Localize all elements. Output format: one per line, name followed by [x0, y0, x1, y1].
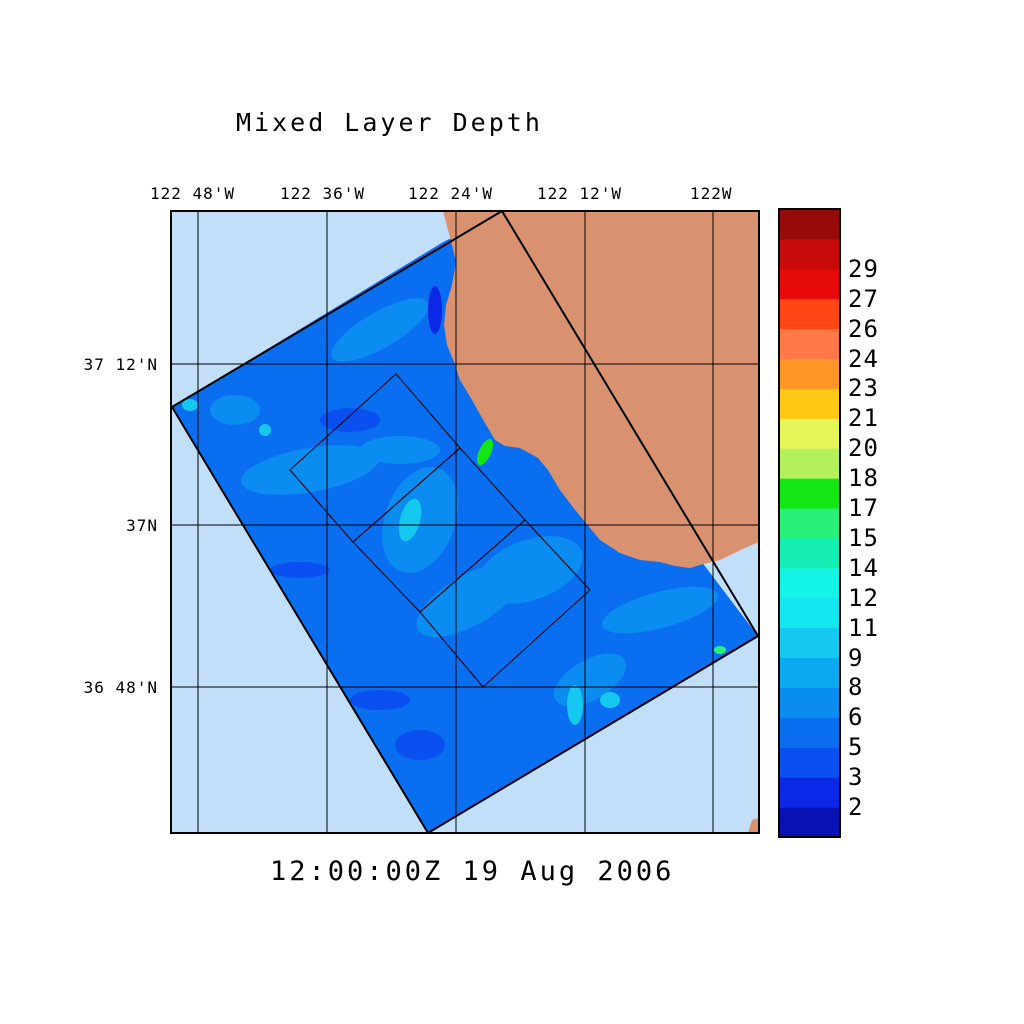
colorbar-label: 29	[848, 254, 879, 283]
colorbar	[779, 209, 840, 838]
colorbar-label: 9	[848, 643, 864, 672]
colorbar-swatch	[779, 597, 840, 629]
latitude-label: 36 48'N	[83, 678, 158, 697]
colorbar-swatch	[779, 238, 840, 270]
colorbar-label: 6	[848, 703, 864, 732]
colorbar-label: 2	[848, 793, 864, 822]
longitude-label: 122 36'W	[280, 184, 366, 203]
colorbar-swatch	[779, 567, 840, 599]
longitude-label: 122W	[690, 184, 733, 203]
longitude-label: 122 24'W	[408, 184, 494, 203]
colorbar-label: 27	[848, 284, 879, 313]
colorbar-label: 14	[848, 553, 879, 582]
land-area	[443, 211, 759, 568]
colorbar-swatch	[779, 807, 840, 838]
colorbar-swatch	[779, 209, 840, 240]
colorbar-frame	[778, 208, 841, 838]
colorbar-label: 24	[848, 344, 879, 373]
colorbar-swatch	[779, 328, 840, 360]
colorbar-swatch	[779, 418, 840, 449]
colorbar-swatch	[779, 268, 840, 300]
colorbar-swatch	[779, 448, 840, 479]
latitude-label: 37 12'N	[83, 355, 158, 374]
latitude-label: 37N	[126, 516, 158, 535]
colorbar-swatch	[779, 508, 840, 539]
colorbar-swatch	[779, 687, 840, 718]
graticule	[171, 211, 759, 833]
map-title: Mixed Layer Depth	[236, 108, 543, 137]
colorbar-swatch	[779, 298, 840, 330]
colorbar-swatch	[779, 657, 840, 688]
timestamp: 12:00:00Z 19 Aug 2006	[270, 856, 675, 887]
colorbar-label: 12	[848, 583, 879, 612]
colorbar-label: 21	[848, 404, 879, 433]
colorbar-label: 17	[848, 494, 879, 523]
longitude-label: 122 48'W	[150, 184, 236, 203]
colorbar-label: 26	[848, 314, 879, 343]
colorbar-swatch	[779, 478, 840, 509]
subdomain-boxes	[289, 373, 591, 688]
land-area	[748, 818, 759, 833]
colorbar-swatch	[779, 358, 840, 389]
map-frame	[170, 210, 760, 834]
mixed-layer-depth-field	[172, 236, 758, 833]
colorbar-label: 20	[848, 434, 879, 463]
longitude-label: 122 12'W	[537, 184, 623, 203]
colorbar-swatch	[779, 717, 840, 748]
colorbar-label: 15	[848, 523, 879, 552]
colorbar-swatch	[779, 777, 840, 808]
colorbar-swatch	[779, 627, 840, 659]
colorbar-swatch	[779, 747, 840, 778]
colorbar-label: 11	[848, 613, 879, 642]
colorbar-label: 5	[848, 733, 864, 762]
colorbar-label: 3	[848, 763, 864, 792]
colorbar-swatch	[779, 388, 840, 419]
colorbar-swatch	[779, 537, 840, 569]
colorbar-label: 18	[848, 464, 879, 493]
colorbar-label: 8	[848, 673, 864, 702]
colorbar-label: 23	[848, 374, 879, 403]
